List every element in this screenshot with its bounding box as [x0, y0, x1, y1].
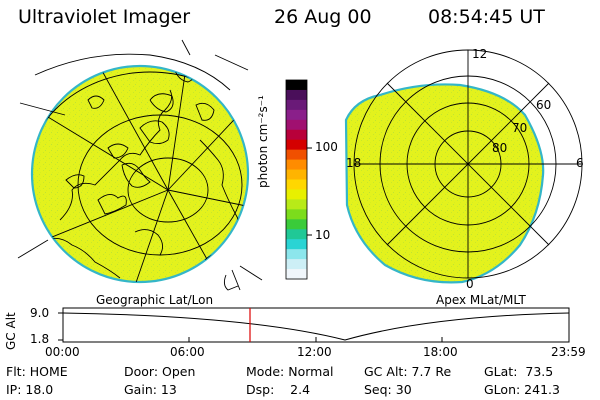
- colorbar-segment: [286, 99, 307, 111]
- status-door: Door: Open: [124, 364, 196, 379]
- date-label: 26 Aug 00: [274, 6, 372, 28]
- colorbar-segment: [286, 179, 307, 191]
- geographic-image: [17, 39, 263, 291]
- x-tick-0600: 06:00: [170, 345, 205, 359]
- colorbar-segment: [286, 269, 307, 280]
- mlt-label-18: 18: [346, 156, 362, 170]
- status-mode: Mode: Normal: [246, 364, 334, 379]
- altitude-ytick-top: 9.0: [30, 306, 50, 320]
- x-tick-1800: 18:00: [423, 345, 458, 359]
- colorbar-segment: [286, 139, 307, 151]
- mlt-label-0: 0: [466, 277, 474, 291]
- color-bar: [286, 80, 307, 280]
- altitude-ytick-bottom: 1.8: [30, 332, 50, 346]
- status-seq: Seq: 30: [364, 382, 412, 397]
- status-gc-alt: GC Alt: 7.7 Re: [364, 364, 452, 379]
- mlat-label-60: 60: [536, 98, 552, 112]
- colorbar-segment: [286, 149, 307, 161]
- mlat-label-70: 70: [512, 121, 528, 135]
- colorbar-segment: [286, 80, 307, 91]
- colorbar-segment: [286, 169, 307, 181]
- colorbar-segment: [286, 89, 307, 101]
- colorbar-segment: [286, 189, 307, 200]
- status-dsp: Dsp: 2.4: [246, 382, 311, 397]
- left-panel-caption: Geographic Lat/Lon: [96, 293, 214, 307]
- colorbar-label-100: 100: [315, 140, 338, 154]
- colorbar-segment: [286, 109, 307, 121]
- apex-polar-plot: [344, 49, 583, 284]
- instrument-title: Ultraviolet Imager: [18, 6, 191, 28]
- colorbar-segment: [286, 209, 307, 220]
- time-label: 08:54:45 UT: [428, 6, 545, 28]
- x-tick-0000: 00:00: [45, 345, 80, 359]
- colorbar-segment: [286, 219, 307, 230]
- colorbar-segment: [286, 119, 307, 131]
- x-tick-2359: 23:59: [551, 345, 586, 359]
- x-tick-1200: 12:00: [297, 345, 332, 359]
- mlat-label-80: 80: [492, 141, 508, 155]
- altitude-ylabel: GC Alt: [4, 312, 18, 350]
- colorbar-segment: [286, 199, 307, 210]
- status-flt: Flt: HOME: [6, 364, 68, 379]
- right-panel-caption: Apex MLat/MLT: [436, 293, 526, 307]
- colorbar-segment: [286, 249, 307, 260]
- status-glon: GLon: 241.3: [484, 382, 560, 397]
- colorbar-segment: [286, 229, 307, 240]
- altitude-plot: [58, 307, 570, 343]
- colorbar-unit-label: photon cm⁻²s⁻¹: [256, 95, 270, 188]
- mlt-label-6: 6: [576, 156, 584, 170]
- status-gain: Gain: 13: [124, 382, 177, 397]
- status-glat: GLat: 73.5: [484, 364, 554, 379]
- colorbar-segment: [286, 239, 307, 250]
- colorbar-segment: [286, 259, 307, 270]
- colorbar-segment: [286, 159, 307, 171]
- colorbar-label-10: 10: [315, 228, 331, 242]
- mlt-label-12: 12: [472, 47, 488, 61]
- colorbar-segment: [286, 129, 307, 141]
- status-ip: IP: 18.0: [6, 382, 54, 397]
